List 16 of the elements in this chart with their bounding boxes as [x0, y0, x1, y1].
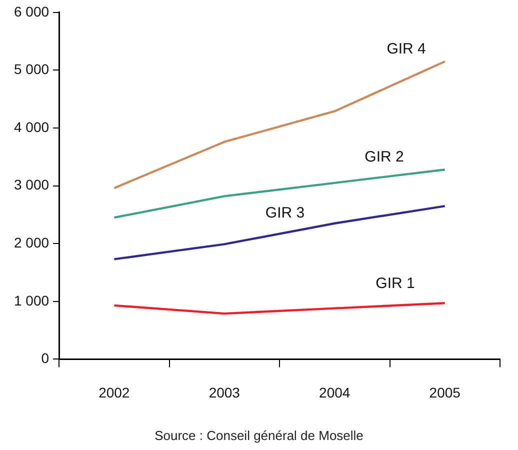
y-tick-label: 4 000	[14, 118, 50, 135]
series-label: GIR 4	[386, 40, 426, 58]
source-note: Source : Conseil général de Moselle	[154, 428, 364, 443]
series-label: GIR 2	[364, 148, 404, 166]
x-tick-label: 2004	[319, 384, 350, 400]
series-label: GIR 3	[265, 204, 305, 222]
series-label: GIR 1	[376, 275, 415, 292]
y-tick-label: 0	[41, 350, 50, 366]
x-tick-label: 2003	[208, 384, 240, 400]
y-tick-label: 5 000	[14, 61, 50, 78]
y-tick-label: 6 000	[14, 3, 50, 20]
y-tick-label: 2 000	[14, 234, 50, 250]
y-tick-label: 3 000	[14, 176, 50, 193]
x-tick-label: 2002	[98, 384, 130, 400]
x-tick-label: 2005	[429, 384, 461, 400]
y-tick-label: 1 000	[14, 292, 50, 308]
